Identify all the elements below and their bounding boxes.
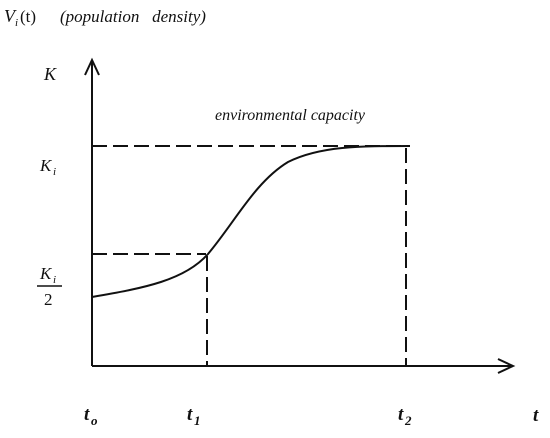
half-numerator-subscript: i — [53, 274, 56, 286]
x-tick-t0-letter: t — [84, 404, 90, 425]
capacity-annotation: environmental capacity — [215, 107, 366, 124]
title-description: (population density) — [60, 7, 206, 26]
x-tick-t1-subscript: 1 — [194, 413, 201, 428]
y-tick-ki-letter: K — [39, 156, 53, 175]
x-tick-t2: t 2 — [398, 404, 412, 428]
y-tick-ki: K i — [39, 156, 56, 178]
x-tick-t1: t 1 — [187, 404, 201, 428]
x-tick-t2-subscript: 2 — [404, 413, 412, 428]
title-function-v: V — [4, 6, 17, 26]
y-axis-label: K — [43, 64, 57, 84]
y-axis-arrowhead — [84, 57, 100, 76]
x-tick-t0-subscript: o — [91, 413, 98, 428]
diagram-title: V i (t) (population density) — [4, 6, 206, 29]
axes — [84, 57, 516, 374]
x-tick-t1-letter: t — [187, 404, 193, 425]
logistic-curve — [91, 145, 411, 298]
half-numerator-letter: K — [39, 264, 53, 283]
x-tick-t2-letter: t — [398, 404, 404, 425]
y-tick-half-capacity: K i 2 — [37, 264, 62, 309]
x-axis-arrowhead — [497, 358, 516, 374]
y-tick-ki-subscript: i — [53, 166, 56, 178]
x-axis-label: t — [533, 405, 539, 426]
title-function-subscript: i — [15, 17, 18, 29]
title-function-argument: (t) — [20, 7, 36, 26]
x-tick-t0: t o — [84, 404, 98, 428]
dashed-guides — [92, 145, 410, 366]
half-denominator: 2 — [44, 290, 53, 309]
